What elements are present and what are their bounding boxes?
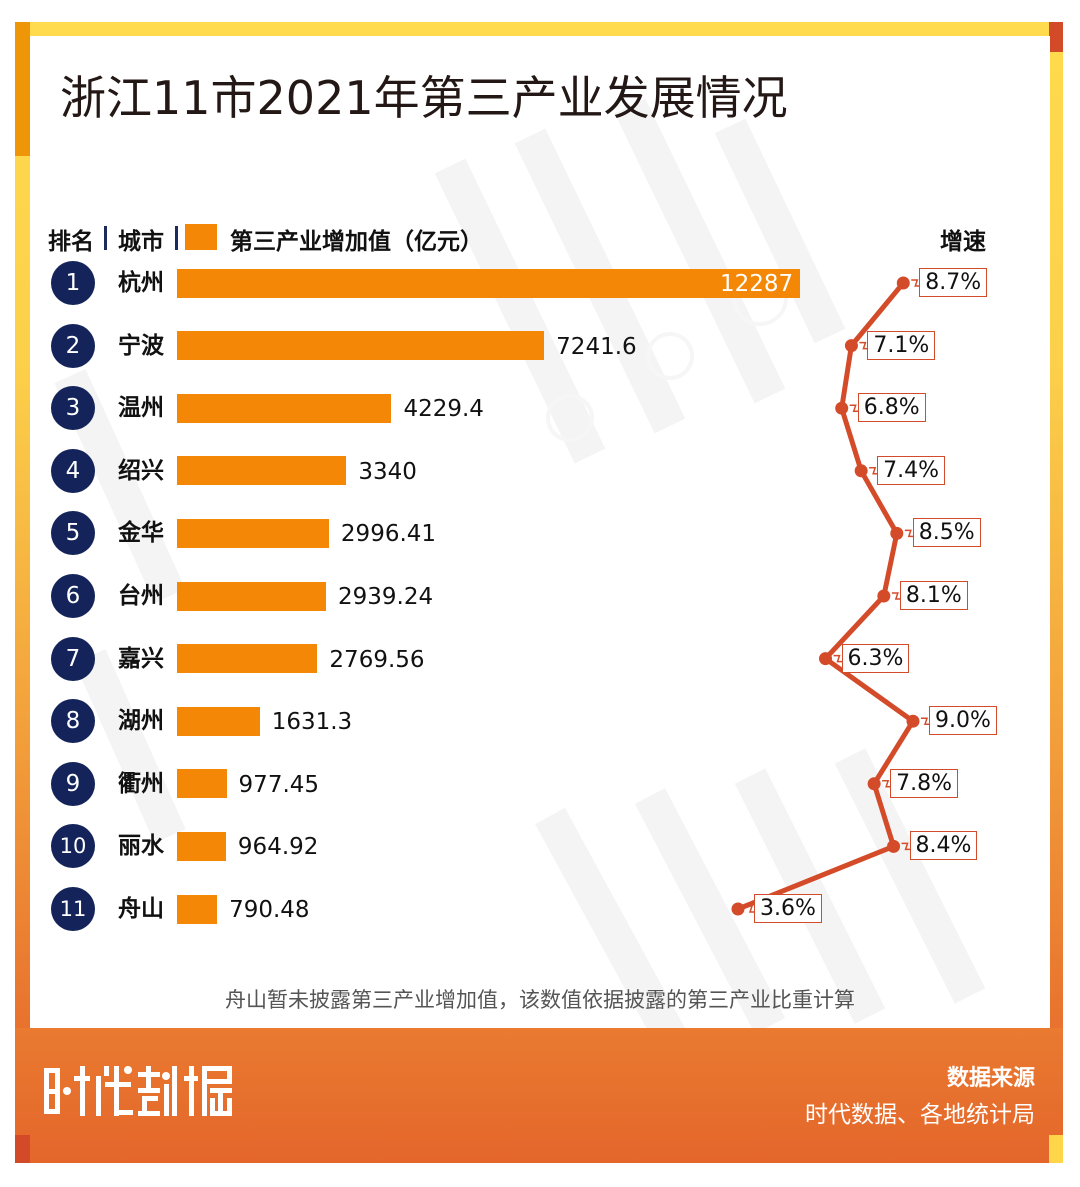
rank-badge: 3 bbox=[51, 386, 95, 431]
bar-value-label: 12287 bbox=[720, 271, 794, 297]
city-label: 宁波 bbox=[118, 332, 164, 359]
rank-badge: 10 bbox=[51, 824, 95, 869]
growth-value-label: 7.1% bbox=[867, 330, 936, 360]
legend-swatch-bar bbox=[185, 224, 217, 250]
bar bbox=[177, 894, 218, 924]
corner-accent-bottom-left bbox=[15, 1135, 30, 1163]
growth-value-label: 8.5% bbox=[912, 518, 981, 548]
growth-value-label: 8.1% bbox=[899, 581, 968, 610]
bar bbox=[177, 268, 800, 298]
corner-accent-bottom-right bbox=[1049, 1135, 1063, 1163]
growth-value-label: 9.0% bbox=[929, 706, 997, 736]
bar bbox=[177, 331, 545, 361]
bar-value-label: 977.45 bbox=[238, 771, 320, 798]
corner-accent-top-right bbox=[1049, 22, 1063, 52]
rank-badge: 5 bbox=[51, 511, 95, 556]
bar bbox=[177, 456, 347, 486]
rank-badge: 1 bbox=[51, 261, 95, 305]
bar-value-label: 4229.4 bbox=[403, 396, 484, 423]
bar bbox=[177, 831, 226, 861]
bar-value-label: 1631.3 bbox=[271, 709, 353, 736]
header-separator bbox=[104, 226, 107, 250]
header-separator bbox=[175, 226, 178, 250]
bar bbox=[177, 393, 392, 423]
city-column-header: 城市 bbox=[118, 229, 164, 255]
growth-value-label: 6.3% bbox=[841, 643, 910, 673]
brand-logo bbox=[44, 1066, 232, 1116]
bar-value-label: 3340 bbox=[358, 458, 417, 485]
city-label: 嘉兴 bbox=[118, 645, 164, 672]
bar-value-label: 7241.6 bbox=[556, 333, 637, 360]
source-title: 数据来源 bbox=[946, 1066, 1035, 1091]
value-column-header: 第三产业增加值（亿元） bbox=[230, 229, 483, 255]
bar-value-label: 2996.41 bbox=[340, 521, 437, 548]
rank-badge: 2 bbox=[51, 323, 95, 368]
bar bbox=[177, 644, 318, 674]
growth-value-label: 8.7% bbox=[919, 268, 988, 297]
rank-badge: 9 bbox=[51, 761, 95, 806]
chart-title: 浙江11市2021年第三产业发展情况 bbox=[60, 71, 788, 125]
city-label: 温州 bbox=[118, 395, 164, 422]
rank-badge: 7 bbox=[51, 636, 95, 681]
city-label: 绍兴 bbox=[118, 457, 164, 484]
corner-accent-top-left bbox=[15, 22, 30, 156]
city-label: 杭州 bbox=[118, 270, 164, 296]
city-label: 衢州 bbox=[118, 770, 164, 797]
rank-column-header: 排名 bbox=[48, 229, 94, 255]
city-label: 金华 bbox=[118, 520, 164, 547]
city-label: 丽水 bbox=[118, 833, 164, 860]
bar bbox=[177, 769, 227, 799]
city-label: 台州 bbox=[118, 583, 164, 609]
bar-value-label: 790.48 bbox=[229, 897, 310, 923]
growth-value-label: 6.8% bbox=[857, 393, 926, 423]
source-text: 时代数据、各地统计局 bbox=[805, 1102, 1035, 1128]
bar bbox=[177, 706, 260, 736]
city-label: 湖州 bbox=[118, 708, 164, 735]
growth-value-label: 3.6% bbox=[754, 894, 822, 923]
rank-badge: 11 bbox=[51, 887, 95, 931]
rank-badge: 6 bbox=[51, 574, 95, 618]
bar-value-label: 2939.24 bbox=[338, 584, 434, 610]
bar-value-label: 2769.56 bbox=[329, 646, 425, 673]
rank-badge: 8 bbox=[51, 699, 95, 744]
bar-value-label: 964.92 bbox=[237, 834, 319, 861]
bar bbox=[177, 518, 329, 548]
growth-column-header: 增速 bbox=[940, 229, 986, 255]
footnote: 舟山暂未披露第三产业增加值，该数值依据披露的第三产业比重计算 bbox=[225, 988, 855, 1012]
rank-badge: 4 bbox=[51, 448, 95, 493]
bar bbox=[177, 581, 327, 611]
growth-value-label: 7.8% bbox=[890, 768, 959, 798]
growth-value-label: 8.4% bbox=[909, 831, 978, 861]
growth-value-label: 7.4% bbox=[877, 455, 946, 485]
city-label: 舟山 bbox=[118, 896, 164, 922]
